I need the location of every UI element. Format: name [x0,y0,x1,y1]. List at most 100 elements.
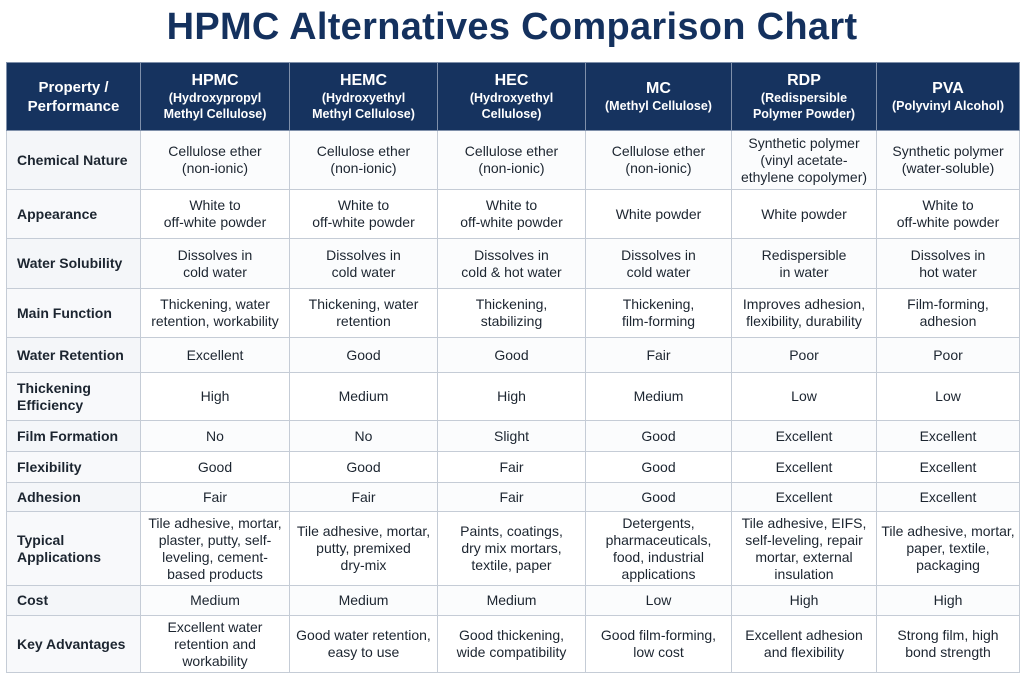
table-row: Film Formation No No Slight Good Excelle… [6,420,1020,452]
header-col-sub: (Methyl Cellulose) [605,99,712,113]
table-cell: White to off-white powder [289,189,438,239]
header-col-name: RDP [787,72,821,89]
table-cell: Excellent [140,337,290,373]
header-col-name: PVA [932,80,964,97]
header-col-sub: (Hydroxyethyl Methyl Cellulose) [312,91,415,121]
table-cell: Medium [140,585,290,616]
table-cell: Dissolves in cold water [585,238,732,289]
row-property-label: Water Solubility [6,238,141,289]
table-cell: Thickening, water retention [289,288,438,338]
table-cell: Cellulose ether (non-ionic) [585,130,732,190]
row-property-label: Adhesion [6,482,141,512]
table-cell: Tile adhesive, mortar, putty, premixed d… [289,511,438,586]
table-cell: Good [437,337,586,373]
row-property-label: Appearance [6,189,141,239]
table-cell: No [140,420,290,452]
row-property-label: Typical Applications [6,511,141,586]
table-cell: High [876,585,1020,616]
page-title: HPMC Alternatives Comparison Chart [166,6,858,48]
row-property-label: Main Function [6,288,141,338]
table-row: Main Function Thickening, water retentio… [6,288,1020,338]
header-col-name: HEMC [339,72,388,89]
header-col-sub: (Redispersible Polymer Powder) [752,91,856,121]
table-cell: Excellent [876,482,1020,512]
table-cell: Tile adhesive, mortar, paper, textile, p… [876,511,1020,586]
table-cell: Fair [437,482,586,512]
table-cell: High [140,372,290,421]
table-cell: Redispersible in water [731,238,877,289]
table-cell: Low [585,585,732,616]
table-cell: Medium [289,585,438,616]
table-cell: Slight [437,420,586,452]
table-cell: Strong film, high bond strength [876,615,1020,673]
table-cell: High [731,585,877,616]
table-cell: No [289,420,438,452]
header-col-hec: HEC (Hydroxyethyl Cellulose) [437,62,586,131]
table-cell: Excellent [876,451,1020,483]
table-cell: Thickening, water retention, workability [140,288,290,338]
table-cell: Excellent adhesion and flexibility [731,615,877,673]
header-col-mc: MC (Methyl Cellulose) [585,62,732,131]
table-cell: Tile adhesive, mortar, plaster, putty, s… [140,511,290,586]
row-property-label: Flexibility [6,451,141,483]
header-col-name: MC [646,80,671,97]
row-property-label: Water Retention [6,337,141,373]
table-cell: Excellent [731,420,877,452]
table-cell: Poor [731,337,877,373]
table-cell: White to off-white powder [140,189,290,239]
table-cell: White to off-white powder [876,189,1020,239]
table-cell: Fair [289,482,438,512]
table-cell: Medium [437,585,586,616]
table-cell: Excellent [731,451,877,483]
table-cell: Good [140,451,290,483]
table-cell: Good [289,337,438,373]
table-cell: Fair [437,451,586,483]
table-cell: White powder [585,189,732,239]
header-col-sub: (Hydroxyethyl Cellulose) [469,91,554,121]
table-cell: Thickening, stabilizing [437,288,586,338]
table-row: Cost Medium Medium Medium Low High High [6,585,1020,616]
table-cell: Medium [289,372,438,421]
table-cell: White powder [731,189,877,239]
comparison-table: Property / Performance HPMC (Hydroxypropy… [6,62,1020,673]
header-col-pva: PVA (Polyvinyl Alcohol) [876,62,1020,131]
row-property-label: Chemical Nature [6,130,141,190]
table-cell: Good [585,451,732,483]
header-col-name: HPMC [191,72,239,89]
header-col-sub: (Hydroxypropyl Methyl Cellulose) [163,91,267,121]
row-property-label: Film Formation [6,420,141,452]
table-cell: Good [289,451,438,483]
table-cell: Medium [585,372,732,421]
table-cell: Fair [585,337,732,373]
table-cell: Improves adhesion, flexibility, durabili… [731,288,877,338]
table-cell: Excellent water retention and workabilit… [140,615,290,673]
header-col-name: HEC [494,72,529,89]
header-col-hemc: HEMC (Hydroxyethyl Methyl Cellulose) [289,62,438,131]
table-cell: White to off-white powder [437,189,586,239]
table-cell: Thickening, film-forming [585,288,732,338]
table-cell: Dissolves in cold & hot water [437,238,586,289]
header-col-sub: (Polyvinyl Alcohol) [891,99,1005,113]
table-row: Chemical Nature Cellulose ether (non-ion… [6,130,1020,190]
table-row: Water Solubility Dissolves in cold water… [6,238,1020,289]
table-cell: Synthetic polymer (water-soluble) [876,130,1020,190]
table-cell: Low [731,372,877,421]
row-property-label: Key Advantages [6,615,141,673]
table-cell: Low [876,372,1020,421]
table-cell: Good thickening, wide compatibility [437,615,586,673]
table-cell: Excellent [731,482,877,512]
table-cell: Cellulose ether (non-ionic) [289,130,438,190]
table-cell: Dissolves in hot water [876,238,1020,289]
table-row: Flexibility Good Good Fair Good Excellen… [6,451,1020,483]
table-cell: Synthetic polymer (vinyl acetate- ethyle… [731,130,877,190]
table-cell: Poor [876,337,1020,373]
table-row: Typical Applications Tile adhesive, mort… [6,511,1020,586]
table-row: Appearance White to off-white powder Whi… [6,189,1020,239]
table-header-row: Property / Performance HPMC (Hydroxypropy… [6,62,1020,131]
table-cell: Excellent [876,420,1020,452]
table-row: Water Retention Excellent Good Good Fair… [6,337,1020,373]
row-property-label: Cost [6,585,141,616]
row-property-label: Thickening Efficiency [6,372,141,421]
table-cell: High [437,372,586,421]
table-cell: Good water retention, easy to use [289,615,438,673]
